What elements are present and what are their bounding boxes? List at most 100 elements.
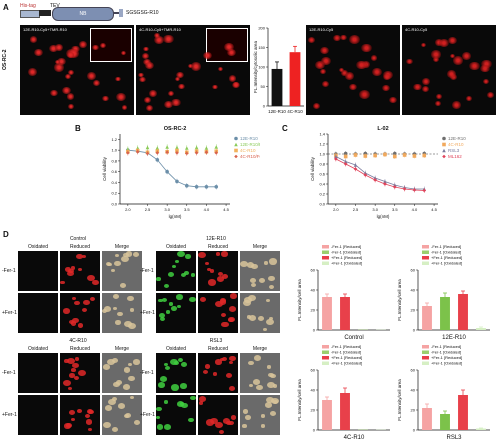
cell-blob — [266, 365, 272, 369]
data-point — [383, 152, 387, 157]
cell-blob — [204, 261, 209, 265]
cell-blob — [267, 275, 275, 282]
legend-swatch — [322, 245, 329, 249]
cell-blob — [228, 420, 234, 426]
cell-blob — [430, 50, 442, 59]
cell-blob — [232, 81, 241, 89]
data-point — [353, 153, 358, 157]
cell-blob — [156, 277, 161, 282]
data-point — [392, 154, 397, 159]
y-tick-label: 100 — [258, 65, 265, 70]
cell-blob — [180, 362, 187, 368]
category-label: 12E-R10 — [268, 109, 286, 114]
cell-blob — [50, 89, 58, 96]
cell-blob — [242, 409, 249, 414]
a-bar-chart: 0 50 100 150 200 FL.Intensity/cytosolic area 1… — [253, 26, 304, 114]
cell-blob — [228, 317, 234, 323]
d-bar-control: 0 20 40 60 FL.Intensity/cell area Control -Fer… — [297, 244, 390, 341]
cell-blob — [242, 424, 247, 428]
data-point — [184, 183, 189, 188]
legend-label: -Fer-1 [Reduced] — [331, 344, 361, 349]
d-group-title: Control — [69, 236, 87, 242]
cell-blob — [69, 373, 75, 378]
cell-blob — [432, 56, 440, 62]
d-micrograph — [60, 251, 100, 291]
cell-blob — [360, 43, 372, 53]
d-bar-4c: 0 20 40 60 FL.Intensity/cell area 4C-R10 -Fer-… — [297, 344, 390, 441]
d-group-title: 12E-R10 — [206, 236, 226, 242]
data-point — [392, 185, 397, 189]
data-point — [373, 153, 377, 158]
cell-blob — [132, 359, 140, 365]
cell-blob — [171, 384, 180, 391]
cell-blob — [134, 420, 141, 425]
micrograph-a1-label: 12E-R10-Cy5+TMR-R10 — [23, 27, 67, 32]
cell-blob — [468, 61, 480, 71]
d-row-label: +Fer-1 — [2, 412, 17, 418]
cell-blob — [74, 357, 80, 361]
x-tick-label: 3.5 — [392, 207, 398, 212]
legend-label: +Fer-1 [Reduced] — [331, 355, 362, 360]
tev-box — [39, 10, 51, 16]
cell-blob — [218, 66, 224, 71]
panel-label-c: C — [282, 124, 288, 133]
y-tick-label: 0.4 — [319, 182, 325, 187]
cell-blob — [265, 397, 274, 404]
fit-line — [335, 158, 425, 191]
cell-blob — [55, 59, 61, 64]
cell-blob — [28, 68, 37, 76]
d-col-header: Oxidated — [165, 346, 186, 352]
cell-blob — [176, 72, 184, 79]
cell-blob — [229, 360, 234, 365]
cell-blob — [187, 63, 194, 69]
cell-blob — [125, 251, 133, 257]
y-tick-label: 1.0 — [319, 152, 325, 157]
micrograph-a3-label: 12E-R10-Cy5 — [309, 27, 334, 32]
data-point — [373, 178, 377, 182]
cell-blob — [225, 373, 233, 379]
cell-blob — [190, 62, 202, 71]
cell-blob — [383, 74, 391, 81]
data-point — [442, 136, 446, 141]
cell-blob — [188, 296, 196, 303]
cell-blob — [249, 278, 257, 284]
legend-swatch — [422, 356, 429, 360]
data-point — [353, 163, 358, 167]
cell-blob — [222, 357, 228, 362]
cell-blob — [127, 295, 135, 302]
cell-blob — [138, 73, 144, 78]
d-row-label: -Fer-1 — [2, 268, 16, 274]
cell-blob — [74, 300, 81, 306]
cell-blob — [77, 267, 82, 271]
cell-blob — [219, 357, 224, 362]
cell-blob — [167, 91, 175, 97]
cell-blob — [67, 270, 74, 276]
cell-blob — [105, 405, 113, 412]
cell-blob — [174, 360, 180, 366]
chart-title: 4C-R10 — [344, 435, 365, 441]
cell-blob — [341, 70, 348, 76]
bar — [340, 393, 350, 430]
cell-blob — [449, 53, 455, 58]
data-point — [194, 184, 199, 189]
legend-label: -Fer-1 [Reduced] — [431, 344, 461, 349]
cell-blob — [370, 55, 378, 61]
y-tick-label: 0 — [313, 428, 316, 433]
legend-label: +Fer-1 [Oxidated] — [431, 361, 462, 366]
chart-title: L-02 — [377, 126, 388, 132]
cell-blob — [159, 375, 168, 383]
d-micrograph — [198, 353, 238, 393]
cell-blob — [86, 72, 97, 80]
y-tick-label: 1.0 — [111, 148, 117, 153]
data-point — [184, 146, 189, 150]
cell-blob — [112, 306, 118, 311]
d-group-title: 4C-R10 — [69, 338, 87, 344]
y-tick-label: 0 — [413, 428, 416, 433]
cell-blob — [107, 398, 116, 406]
cell-blob — [113, 382, 120, 388]
cell-blob — [175, 294, 183, 300]
y-axis-label: FL.Intensity/cell area — [297, 379, 302, 421]
cell-blob — [62, 87, 71, 95]
d-micrograph — [60, 293, 100, 333]
cell-blob — [205, 419, 214, 426]
